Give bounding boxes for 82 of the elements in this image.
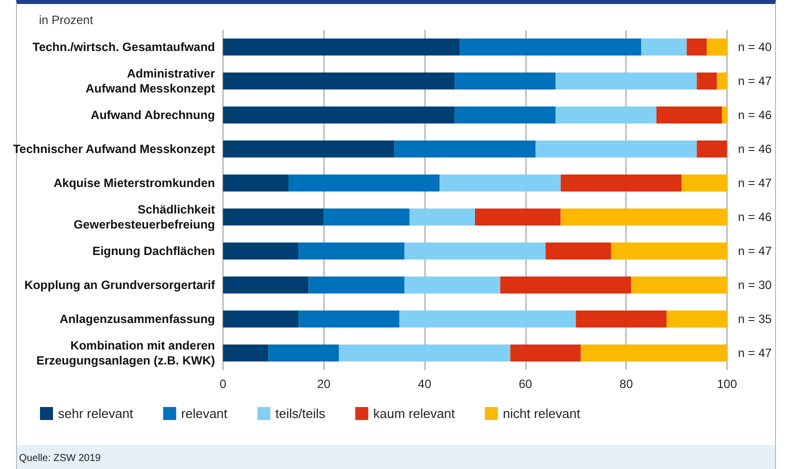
- bar: [223, 38, 460, 56]
- y-tick-label: Akquise Mieterstromkunden: [54, 176, 215, 190]
- bar: [223, 174, 289, 192]
- bar: [223, 310, 299, 328]
- bar: [556, 106, 656, 124]
- bar: [409, 208, 475, 226]
- bar: [288, 174, 440, 192]
- bar: [223, 242, 299, 260]
- bar: [268, 344, 339, 362]
- y-tick-label: Kombination mit anderen Erzeugungsanlagen (z.B. KWK): [36, 338, 215, 368]
- y-tick-label: Techn./wirtsch. Gesamtaufwand: [32, 40, 215, 54]
- legend-label: kaum relevant: [373, 406, 456, 421]
- text: n = 47: [738, 176, 772, 190]
- legend-label: nicht relevant: [502, 406, 581, 421]
- legend-label: relevant: [181, 406, 228, 421]
- bar: [399, 310, 576, 328]
- bar: [656, 106, 722, 124]
- bar: [580, 344, 727, 362]
- text: n = 47: [738, 244, 772, 258]
- x-tick-label: 20: [317, 377, 331, 391]
- bar: [682, 174, 727, 192]
- bar: [475, 208, 561, 226]
- bar: [223, 106, 455, 124]
- bar: [696, 140, 727, 158]
- bar: [722, 106, 727, 124]
- bar: [440, 174, 561, 192]
- y-tick-label: Technischer Aufwand Messkonzept: [12, 142, 215, 156]
- bar: [641, 38, 687, 56]
- bar: [404, 276, 500, 294]
- y-tick-label: Administrativer Aufwand Messkonzept: [86, 66, 216, 96]
- bar: [666, 310, 727, 328]
- text: n = 40: [738, 40, 772, 54]
- text: n = 46: [738, 210, 772, 224]
- x-tick-label: 40: [418, 377, 432, 391]
- text: n = 46: [738, 108, 772, 122]
- bar: [308, 276, 404, 294]
- bar: [500, 276, 632, 294]
- legend-label: sehr relevant: [58, 406, 134, 421]
- bar: [576, 310, 667, 328]
- bar: [454, 106, 556, 124]
- bar: [298, 310, 400, 328]
- bar: [460, 38, 642, 56]
- text: in Prozent: [39, 13, 94, 27]
- bar: [546, 242, 612, 260]
- bar: [560, 208, 727, 226]
- x-tick-label: 80: [620, 377, 634, 391]
- bar: [223, 276, 309, 294]
- bar: [631, 276, 727, 294]
- y-tick-label: Schädlichkeit Gewerbesteuerbefreiung: [74, 202, 215, 232]
- x-tick-label: 60: [518, 377, 532, 391]
- bar: [404, 242, 546, 260]
- bar: [223, 72, 455, 90]
- text: n = 47: [738, 346, 772, 360]
- bar: [611, 242, 727, 260]
- bar: [706, 38, 727, 56]
- bar: [560, 174, 682, 192]
- x-tick-label: 100: [716, 377, 738, 391]
- text: n = 35: [738, 312, 772, 326]
- y-tick-label: Eignung Dachflächen: [92, 244, 215, 258]
- bar: [223, 344, 268, 362]
- bar: [338, 344, 510, 362]
- y-tick-label: Kopplung an Grundversorgertarif: [24, 278, 216, 292]
- text: n = 30: [738, 278, 772, 292]
- bar: [510, 344, 581, 362]
- legend-label: teils/teils: [275, 406, 326, 421]
- source-note: Quelle: ZSW 2019: [17, 445, 775, 469]
- y-tick-label: Anlagenzusammenfassung: [60, 312, 215, 326]
- bar: [556, 72, 697, 90]
- bar: [223, 140, 394, 158]
- bar: [696, 72, 717, 90]
- bar: [686, 38, 707, 56]
- bar: [324, 208, 410, 226]
- bar: [223, 208, 324, 226]
- y-tick-label: Aufwand Abrechnung: [90, 108, 215, 122]
- bar: [454, 72, 556, 90]
- bar: [535, 140, 697, 158]
- x-tick-label: 0: [220, 377, 227, 391]
- text: n = 46: [738, 142, 772, 156]
- bar: [716, 72, 727, 90]
- bar: [394, 140, 536, 158]
- bar: [298, 242, 404, 260]
- text: n = 47: [738, 74, 772, 88]
